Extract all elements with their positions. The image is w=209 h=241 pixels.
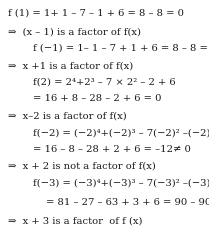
- Text: ⇒  x +1 is a factor of f(x): ⇒ x +1 is a factor of f(x): [8, 61, 134, 70]
- Text: = 16 – 8 – 28 + 2 + 6 = –12≠ 0: = 16 – 8 – 28 + 2 + 6 = –12≠ 0: [33, 145, 191, 154]
- Text: f(2) = 2⁴+2³ – 7 × 2² – 2 + 6: f(2) = 2⁴+2³ – 7 × 2² – 2 + 6: [33, 78, 176, 87]
- Text: f (1) = 1+ 1 – 7 – 1 + 6 = 8 – 8 = 0: f (1) = 1+ 1 – 7 – 1 + 6 = 8 – 8 = 0: [8, 8, 184, 17]
- Text: = 16 + 8 – 28 – 2 + 6 = 0: = 16 + 8 – 28 – 2 + 6 = 0: [33, 94, 162, 103]
- Text: ⇒  x–2 is a factor of f(x): ⇒ x–2 is a factor of f(x): [8, 112, 127, 120]
- Text: ⇒  x + 2 is not a factor of f(x): ⇒ x + 2 is not a factor of f(x): [8, 162, 156, 171]
- Text: = 81 – 27 – 63 + 3 + 6 = 90 – 90 = 0: = 81 – 27 – 63 + 3 + 6 = 90 – 90 = 0: [46, 198, 209, 207]
- Text: ⇒  x + 3 is a factor  of f (x): ⇒ x + 3 is a factor of f (x): [8, 217, 143, 226]
- Text: f (−1) = 1– 1 – 7 + 1 + 6 = 8 – 8 = 0: f (−1) = 1– 1 – 7 + 1 + 6 = 8 – 8 = 0: [33, 43, 209, 52]
- Text: f(−2) = (−2)⁴+(−2)³ – 7(−2)² –(−2) + 6: f(−2) = (−2)⁴+(−2)³ – 7(−2)² –(−2) + 6: [33, 128, 209, 137]
- Text: f(−3) = (−3)⁴+(−3)³ – 7(−3)² –(−3) + 6: f(−3) = (−3)⁴+(−3)³ – 7(−3)² –(−3) + 6: [33, 179, 209, 188]
- Text: ⇒  (x – 1) is a factor of f(x): ⇒ (x – 1) is a factor of f(x): [8, 28, 141, 37]
